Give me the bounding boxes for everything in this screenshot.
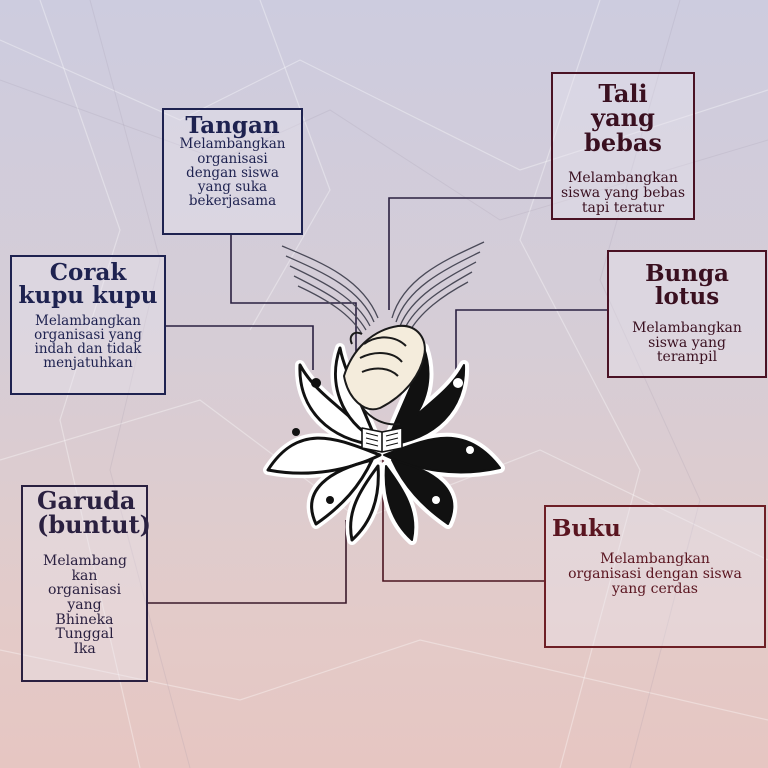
box-tangan-desc: Melambangkan organisasi dengan siswa yan… (179, 136, 286, 210)
box-lotus-desc: Melambangkan siswa yang terampil (632, 319, 742, 366)
connector-tali (388, 197, 553, 310)
connector-kupu (166, 325, 314, 370)
box-tali: Tali yang bebas Melambangkan siswa yang … (551, 72, 695, 220)
box-kupu-desc: Melambangkan organisasi yang indah dan t… (34, 312, 142, 372)
box-kupu-title: Corak kupu kupu (18, 259, 158, 310)
clasped-hands-graphic (343, 324, 426, 426)
box-tali-desc: Melambangkan siswa yang bebas tapi terat… (560, 170, 686, 216)
box-buku-desc: Melambangkan organisasi dengan siswa yan… (568, 551, 742, 597)
box-garuda-desc: Melambang kan organisasi yang Bhineka Tu… (43, 552, 128, 658)
box-tangan: Tangan Melambangkan organisasi dengan si… (162, 108, 303, 235)
box-lotus: Bunga lotus Melambangkan siswa yang tera… (607, 250, 767, 378)
box-tangan-title: Tangan (185, 112, 280, 139)
connector-tangan (230, 234, 357, 355)
box-kupu: Corak kupu kupu Melambangkan organisasi … (10, 255, 166, 395)
open-book-graphic (361, 427, 403, 453)
box-tali-title: Tali yang bebas (584, 79, 662, 157)
connector-lotus (455, 309, 609, 375)
box-garuda: Garuda (buntut) Melambang kan organisasi… (21, 485, 152, 682)
box-buku: Buku Melambangkan organisasi dengan sisw… (544, 505, 766, 648)
connector-garuda (148, 520, 347, 604)
box-garuda-title: Garuda (buntut) (37, 486, 152, 540)
box-buku-title: Buku (552, 515, 621, 542)
box-lotus-title: Bunga lotus (645, 260, 729, 311)
ribbons-graphic (281, 241, 485, 335)
